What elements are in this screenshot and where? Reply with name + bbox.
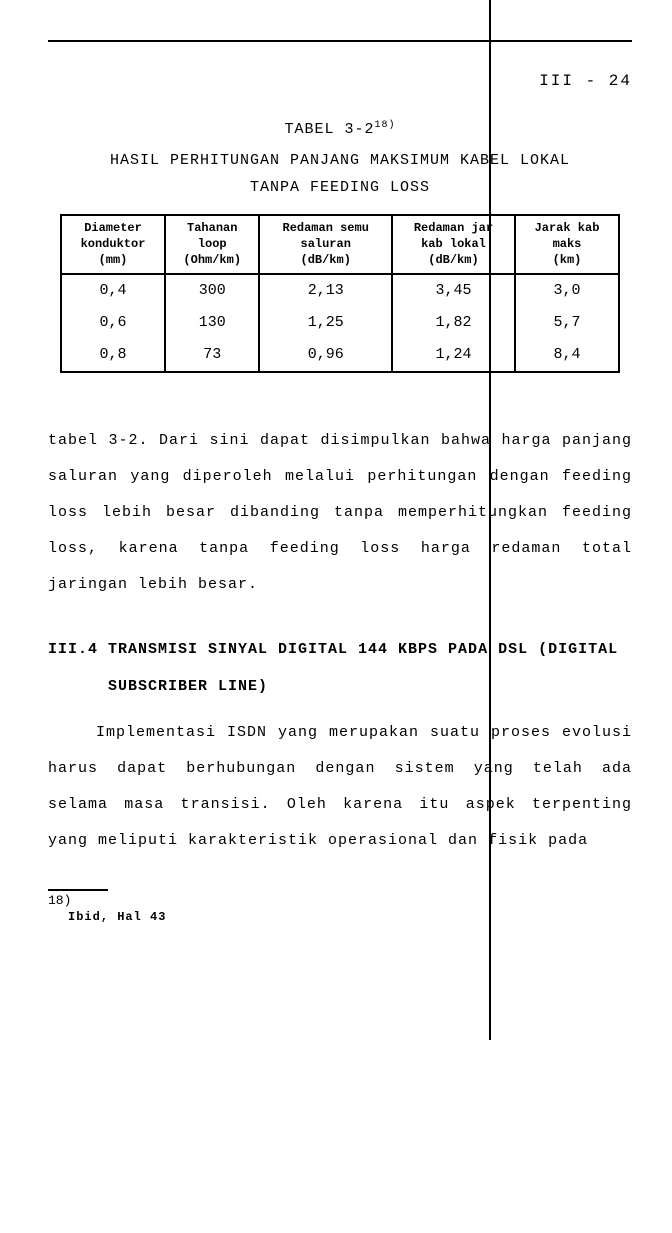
section-heading-line2: SUBSCRIBER LINE) bbox=[108, 678, 632, 695]
col-h2: loop bbox=[198, 237, 227, 251]
col-header: Redaman jar kab lokal (dB/km) bbox=[392, 215, 515, 274]
footnote-text: Ibid, Hal 43 bbox=[68, 910, 632, 924]
section-heading: III.4 TRANSMISI SINYAL DIGITAL 144 KBPS … bbox=[48, 633, 632, 666]
table-row: 0,61301,251,825,7 bbox=[61, 307, 619, 339]
col-h2: konduktor bbox=[81, 237, 146, 251]
col-h1: Diameter bbox=[84, 221, 142, 235]
col-h1: Redaman semu bbox=[283, 221, 369, 235]
paragraph: tabel 3-2. Dari sini dapat disimpulkan b… bbox=[48, 423, 632, 603]
table-cell: 73 bbox=[165, 339, 259, 372]
paragraph: Implementasi ISDN yang merupakan suatu p… bbox=[48, 715, 632, 859]
table-cell: 3,0 bbox=[515, 274, 619, 307]
table-title: HASIL PERHITUNGAN PANJANG MAKSIMUM KABEL… bbox=[48, 152, 632, 169]
table-cell: 0,96 bbox=[259, 339, 392, 372]
table-cell: 8,4 bbox=[515, 339, 619, 372]
vertical-rule bbox=[489, 0, 491, 1040]
col-h1: Tahanan bbox=[187, 221, 237, 235]
table-cell: 1,82 bbox=[392, 307, 515, 339]
table-row: 0,43002,133,453,0 bbox=[61, 274, 619, 307]
footnote-number: 18) bbox=[48, 893, 632, 908]
col-h1: Jarak kab bbox=[535, 221, 600, 235]
table-cell: 0,4 bbox=[61, 274, 165, 307]
col-h3: (dB/km) bbox=[301, 253, 351, 267]
table-cell: 5,7 bbox=[515, 307, 619, 339]
table-label-prefix: TABEL 3-2 bbox=[284, 121, 374, 138]
col-h2: maks bbox=[553, 237, 582, 251]
table-cell: 1,25 bbox=[259, 307, 392, 339]
col-h2: saluran bbox=[301, 237, 351, 251]
table-label: TABEL 3-218) bbox=[48, 120, 632, 138]
table-subtitle: TANPA FEEDING LOSS bbox=[48, 179, 632, 196]
table-cell: 2,13 bbox=[259, 274, 392, 307]
table-cell: 3,45 bbox=[392, 274, 515, 307]
table-header-row: Diameter konduktor (mm) Tahanan loop (Oh… bbox=[61, 215, 619, 274]
table-body: 0,43002,133,453,00,61301,251,825,70,8730… bbox=[61, 274, 619, 373]
data-table: Diameter konduktor (mm) Tahanan loop (Oh… bbox=[60, 214, 620, 373]
col-h3: (dB/km) bbox=[428, 253, 478, 267]
page-number: III - 24 bbox=[48, 72, 632, 90]
col-header: Tahanan loop (Ohm/km) bbox=[165, 215, 259, 274]
page: III - 24 TABEL 3-218) HASIL PERHITUNGAN … bbox=[0, 0, 672, 1233]
col-h3: (Ohm/km) bbox=[183, 253, 241, 267]
col-h3: (km) bbox=[553, 253, 582, 267]
table-cell: 130 bbox=[165, 307, 259, 339]
col-header: Jarak kab maks (km) bbox=[515, 215, 619, 274]
table-cell: 0,8 bbox=[61, 339, 165, 372]
col-h3: (mm) bbox=[99, 253, 128, 267]
table-cell: 0,6 bbox=[61, 307, 165, 339]
col-h2: kab lokal bbox=[421, 237, 486, 251]
table-cell: 300 bbox=[165, 274, 259, 307]
col-header: Diameter konduktor (mm) bbox=[61, 215, 165, 274]
footnote-rule bbox=[48, 889, 108, 891]
table-row: 0,8730,961,248,4 bbox=[61, 339, 619, 372]
top-rule bbox=[48, 40, 632, 42]
table-label-sup: 18) bbox=[375, 120, 396, 131]
table-cell: 1,24 bbox=[392, 339, 515, 372]
col-h1: Redaman jar bbox=[414, 221, 493, 235]
col-header: Redaman semu saluran (dB/km) bbox=[259, 215, 392, 274]
